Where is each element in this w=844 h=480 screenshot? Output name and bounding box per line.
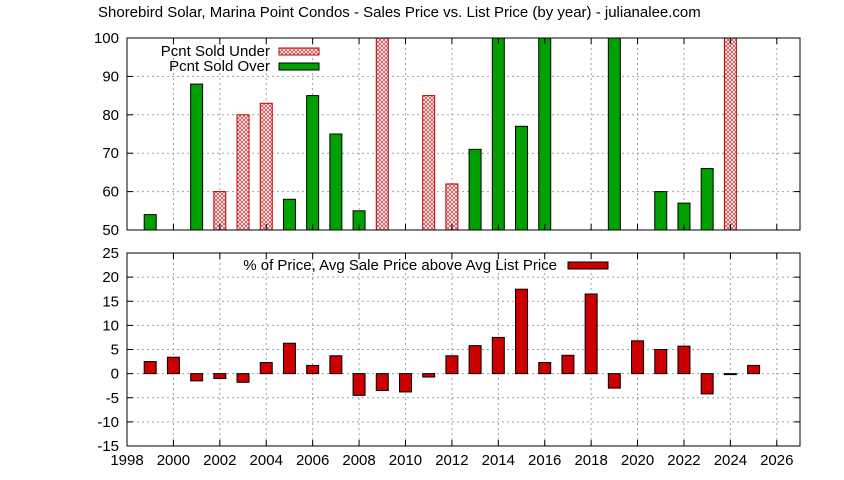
bar-pct-above bbox=[700, 373, 714, 395]
x-tick-label: 2002 bbox=[203, 452, 236, 469]
legend-label: Pcnt Sold Over bbox=[169, 58, 270, 75]
bar-sold-under bbox=[422, 95, 436, 231]
y-tick-label: 10 bbox=[102, 317, 119, 334]
bar-sold-over bbox=[282, 198, 296, 231]
bar-sold-over bbox=[190, 83, 204, 231]
x-tick-label: 2004 bbox=[250, 452, 283, 469]
x-tick-label: 2022 bbox=[667, 452, 700, 469]
bar-pct-above bbox=[723, 373, 737, 376]
legend-swatch-pct-above bbox=[567, 261, 609, 270]
y-tick-label: -5 bbox=[106, 390, 119, 407]
bar-pct-above bbox=[143, 361, 157, 375]
bar-pct-above bbox=[352, 373, 366, 396]
bar-sold-under bbox=[723, 37, 737, 231]
x-tick-label: 2010 bbox=[389, 452, 422, 469]
plot-frame bbox=[126, 37, 801, 231]
bar-pct-above bbox=[584, 293, 598, 375]
chart-title: Shorebird Solar, Marina Point Condos - S… bbox=[98, 4, 701, 21]
bar-sold-over bbox=[329, 133, 343, 231]
bar-pct-above bbox=[398, 373, 412, 393]
y-tick-label: 50 bbox=[102, 222, 119, 239]
bar-pct-above bbox=[259, 362, 273, 375]
legend-swatch-sold-over bbox=[278, 62, 320, 71]
y-tick-label: 60 bbox=[102, 184, 119, 201]
bar-pct-above bbox=[236, 373, 250, 383]
x-tick-label: 2012 bbox=[435, 452, 468, 469]
bar-sold-over bbox=[491, 37, 505, 231]
bar-pct-above bbox=[445, 355, 459, 375]
bar-sold-over bbox=[515, 125, 529, 231]
bar-pct-above bbox=[306, 364, 320, 375]
bar-pct-above bbox=[190, 373, 204, 382]
bar-sold-over bbox=[306, 95, 320, 231]
x-tick-label: 2000 bbox=[157, 452, 190, 469]
bar-sold-under bbox=[375, 37, 389, 231]
x-tick-label: 2016 bbox=[528, 452, 561, 469]
bar-pct-above bbox=[677, 345, 691, 375]
x-tick-label: 1998 bbox=[110, 452, 143, 469]
y-tick-label: 0 bbox=[111, 366, 119, 383]
y-tick-label: 70 bbox=[102, 145, 119, 162]
bar-pct-above bbox=[631, 340, 645, 375]
bar-pct-above bbox=[468, 345, 482, 375]
y-tick-label: -10 bbox=[97, 414, 119, 431]
x-tick-label: 2006 bbox=[296, 452, 329, 469]
bar-sold-over bbox=[143, 214, 157, 231]
y-tick-label: -15 bbox=[97, 438, 119, 455]
bar-sold-over bbox=[654, 191, 668, 231]
legend-swatch-sold-under bbox=[278, 47, 320, 56]
x-tick-label: 2014 bbox=[482, 452, 515, 469]
bar-sold-under bbox=[445, 183, 459, 231]
y-tick-label: 15 bbox=[102, 293, 119, 310]
y-tick-label: 5 bbox=[111, 342, 119, 359]
y-tick-label: 20 bbox=[102, 269, 119, 286]
y-tick-label: 90 bbox=[102, 68, 119, 85]
bar-pct-above bbox=[538, 362, 552, 375]
bar-sold-over bbox=[468, 148, 482, 231]
y-tick-label: 100 bbox=[94, 30, 119, 47]
bar-pct-above bbox=[329, 355, 343, 375]
y-tick-label: 80 bbox=[102, 107, 119, 124]
bar-sold-over bbox=[607, 37, 621, 231]
bar-sold-under bbox=[259, 102, 273, 231]
bar-pct-above bbox=[747, 364, 761, 375]
bar-pct-above bbox=[607, 373, 621, 389]
x-tick-label: 2018 bbox=[574, 452, 607, 469]
bar-pct-above bbox=[491, 336, 505, 375]
bar-sold-over bbox=[538, 37, 552, 231]
bar-pct-above bbox=[166, 356, 180, 375]
bar-pct-above bbox=[654, 349, 668, 375]
bar-pct-above bbox=[213, 373, 227, 379]
bar-sold-under bbox=[236, 114, 250, 231]
legend-label: % of Price, Avg Sale Price above Avg Lis… bbox=[243, 257, 557, 274]
x-tick-label: 2008 bbox=[342, 452, 375, 469]
legend-label: Pcnt Sold Under bbox=[161, 43, 270, 60]
x-tick-label: 2026 bbox=[760, 452, 793, 469]
y-tick-label: 25 bbox=[102, 245, 119, 262]
bar-pct-above bbox=[561, 354, 575, 375]
bar-sold-over bbox=[700, 168, 714, 231]
bar-pct-above bbox=[422, 373, 436, 378]
bar-pct-above bbox=[282, 342, 296, 375]
bottom-panel: -15 -10 -5 0 5 10 15 20 25 1998 2000 2002 2004 2006 20… bbox=[97, 245, 801, 469]
x-tick-label: 2024 bbox=[714, 452, 747, 469]
x-tick-label: 2020 bbox=[621, 452, 654, 469]
bar-pct-above bbox=[375, 373, 389, 392]
bar-pct-above bbox=[515, 288, 529, 375]
